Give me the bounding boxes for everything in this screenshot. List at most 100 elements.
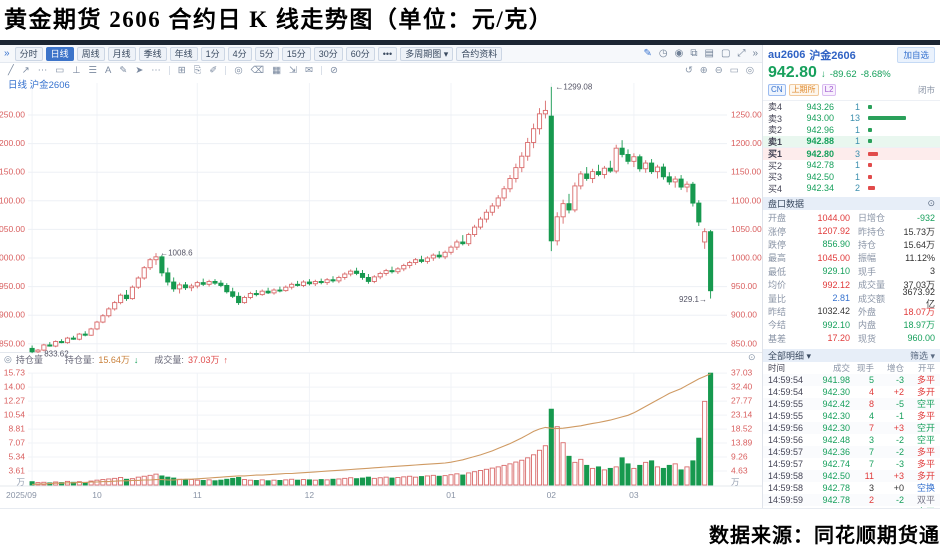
trade-row[interactable]: 14:59:55 942.30 4 -1 多平 <box>763 410 940 422</box>
alarm-icon[interactable]: ◷ <box>658 48 668 59</box>
magnet-tool-icon[interactable]: ⊞ <box>177 64 186 76</box>
trade-lots: 5 <box>868 374 874 385</box>
trade-open-close: 空开 <box>916 423 935 434</box>
book-row-卖2[interactable]: 卖2 942.96 1 <box>763 124 940 136</box>
trade-row[interactable]: 14:59:58 942.50 11 +3 多开 <box>763 469 940 482</box>
window-icon[interactable]: ▢ <box>720 48 731 59</box>
fib-tool-icon[interactable]: ⊥ <box>72 64 81 76</box>
trade-lots: 2 <box>868 494 874 505</box>
more-icon[interactable]: » <box>752 48 758 59</box>
line-tool-icon[interactable]: ╱ <box>8 64 14 76</box>
svg-text:27.77: 27.77 <box>731 396 753 406</box>
pankou-value: 15.73万 <box>903 226 935 237</box>
delete-icon[interactable]: ⌫ <box>250 64 265 76</box>
collapse-icon[interactable]: » <box>4 48 10 59</box>
arrow-tool-icon[interactable]: ➤ <box>135 64 144 76</box>
more-tools-icon[interactable]: ⋯ <box>151 64 161 76</box>
period-toolbar: » 分时 日线 周线 月线 季线 年线 1分 4分 5分 15分 30分 60分 ••• 多周期图 ▾ 合约… <box>0 45 762 63</box>
trade-row[interactable]: 14:59:59 942.78 2 -2 双平 <box>763 493 940 506</box>
period-button-季线[interactable]: 季线 <box>138 46 167 61</box>
detail-header: 全部明细 ▾ 筛选 ▾ <box>763 348 940 362</box>
pankou-label: 开盘 <box>768 213 787 224</box>
trade-price: 942.30 <box>822 422 850 433</box>
detail-title[interactable]: 全部明细 ▾ <box>768 350 812 361</box>
lock-icon[interactable]: ⊘ <box>329 64 338 76</box>
period-button-5分[interactable]: 5分 <box>254 46 279 61</box>
grid-icon[interactable]: ▦ <box>272 64 282 76</box>
settings-icon[interactable]: ◎ <box>745 64 754 76</box>
trade-price: 942.36 <box>822 446 850 457</box>
svg-text:1050.00: 1050.00 <box>0 224 25 234</box>
trade-row[interactable]: 14:59:56 942.30 7 +3 空开 <box>763 421 940 434</box>
clone-tool-icon[interactable]: ⎘ <box>193 64 202 76</box>
zoom-out-icon[interactable]: ⊖ <box>714 64 723 76</box>
filter-button[interactable]: 筛选 ▾ <box>909 350 935 361</box>
visibility-icon[interactable]: ◎ <box>234 64 243 76</box>
undo-icon[interactable]: ↺ <box>684 64 693 76</box>
period-button-日线[interactable]: 日线 <box>45 46 74 61</box>
export-icon[interactable]: ⇲ <box>289 64 298 76</box>
indicator-selector[interactable]: 持仓量 <box>15 355 43 365</box>
book-bar <box>860 174 935 179</box>
book-row-卖4[interactable]: 卖4 943.26 1 <box>763 101 940 113</box>
market-status: 闭市 <box>917 85 935 95</box>
text-tool-icon[interactable]: A <box>105 64 112 76</box>
pankou-label: 持仓 <box>858 239 877 250</box>
pankou-settings-icon[interactable]: ⊙ <box>927 198 935 208</box>
trade-row[interactable]: 14:59:56 942.48 3 -2 空平 <box>763 434 940 446</box>
book-row-卖3[interactable]: 卖3 943.00 13 <box>763 113 940 125</box>
edit-tool-icon[interactable]: ✐ <box>209 64 218 76</box>
rect-tool-icon[interactable]: ▭ <box>55 64 65 76</box>
period-button-60分[interactable]: 60分 <box>345 46 375 61</box>
more-lines-icon[interactable]: ⋯ <box>37 64 48 76</box>
book-row-买3[interactable]: 买3 942.50 1 <box>763 171 940 183</box>
pankou-label: 最高 <box>768 253 787 264</box>
period-button-30分[interactable]: 30分 <box>313 46 343 61</box>
period-button-15分[interactable]: 15分 <box>281 46 311 61</box>
trade-price: 942.78 <box>822 482 850 493</box>
data-source: 数据来源：同花顺期货通 <box>709 525 940 547</box>
trend-tool-icon[interactable]: ↗ <box>21 64 30 76</box>
period-button-分时[interactable]: 分时 <box>14 46 43 61</box>
draw-icon[interactable]: ✎ <box>643 48 652 59</box>
period-button-周线[interactable]: 周线 <box>76 46 105 61</box>
trade-row[interactable]: 14:59:55 942.42 8 -5 空平 <box>763 397 940 410</box>
book-row-买2[interactable]: 买2 942.78 1 <box>763 160 940 172</box>
period-button-多周期图 ▾[interactable]: 多周期图 ▾ <box>400 46 454 61</box>
pankou-value: 1045.00 <box>817 252 850 263</box>
volume-settings-icon[interactable]: ⊙ <box>748 352 756 362</box>
trade-row[interactable]: 14:59:57 942.74 7 -3 多平 <box>763 458 940 470</box>
svg-text:02: 02 <box>547 490 557 500</box>
zoom-in-icon[interactable]: ⊕ <box>699 64 708 76</box>
book-row-买1[interactable]: 买1 942.80 3 <box>763 148 940 160</box>
add-favorite-button[interactable]: 加自选 <box>897 47 935 63</box>
frame-icon[interactable]: ▭ <box>729 64 739 76</box>
period-button-年线[interactable]: 年线 <box>169 46 198 61</box>
svg-text:2025/09: 2025/09 <box>6 490 37 500</box>
book-row-卖1[interactable]: 卖1 942.88 1 <box>763 135 940 147</box>
svg-text:23.14: 23.14 <box>731 410 753 420</box>
compare-icon[interactable]: ▤ <box>704 48 714 59</box>
camera-icon[interactable]: ⧉ <box>690 48 698 59</box>
trade-row[interactable]: 14:59:54 942.30 4 +2 多开 <box>763 386 940 398</box>
period-button-4分[interactable]: 4分 <box>227 46 252 61</box>
book-volume: 2 <box>854 183 860 194</box>
period-button-1分[interactable]: 1分 <box>200 46 225 61</box>
comment-icon[interactable]: ✉ <box>305 64 313 76</box>
channel-tool-icon[interactable]: ☰ <box>88 64 97 76</box>
trade-row[interactable]: 14:59:58 942.78 3 +0 空换 <box>763 482 940 494</box>
period-button-•••[interactable]: ••• <box>377 46 398 61</box>
pankou-label: 日增仓 <box>858 213 886 224</box>
brush-tool-icon[interactable]: ✎ <box>119 64 128 76</box>
period-button-合约资料[interactable]: 合约资料 <box>456 46 503 61</box>
marker-icon[interactable]: ◉ <box>674 48 684 59</box>
trade-time: 14:59:55 <box>768 410 804 421</box>
period-button-月线[interactable]: 月线 <box>107 46 136 61</box>
fullscreen-icon[interactable]: ⤢ <box>737 48 746 59</box>
kline-chart[interactable]: 850.00 850.00 900.00 900.00 950.00 950.00 1000… <box>0 80 762 508</box>
book-row-买4[interactable]: 买4 942.34 2 <box>763 183 940 195</box>
trade-row[interactable]: 14:59:54 941.98 5 -3 多平 <box>763 373 940 386</box>
indicator-gear-icon[interactable]: ◎ <box>4 354 12 364</box>
trade-row[interactable]: 14:59:57 942.36 7 -2 多平 <box>763 445 940 458</box>
